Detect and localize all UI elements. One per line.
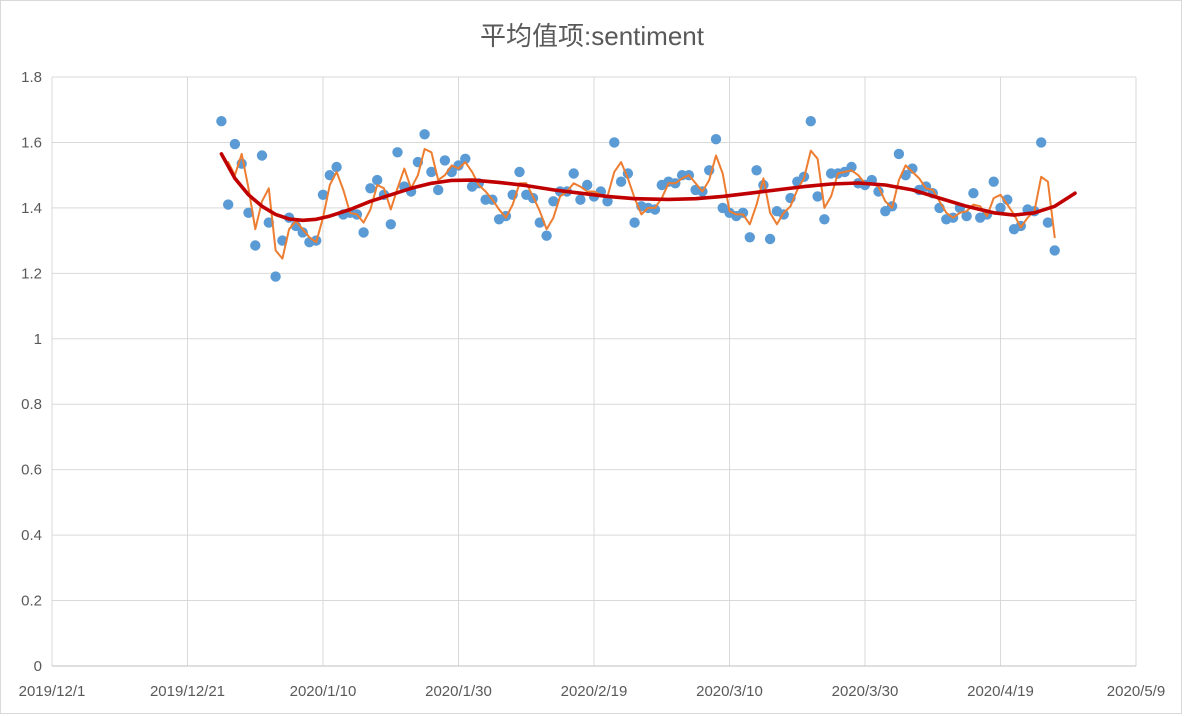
scatter-point (548, 196, 559, 207)
y-tick-label: 0.8 (21, 396, 42, 413)
scatter-point (907, 163, 918, 174)
scatter-point (737, 207, 749, 218)
scatter-point (250, 240, 261, 251)
scatter-point (223, 199, 234, 210)
scatter-point (893, 148, 905, 160)
scatter-point (460, 153, 471, 164)
scatter-point (439, 155, 451, 166)
scatter-point (297, 227, 308, 238)
x-tick-label: 2019/12/1 (19, 683, 86, 700)
y-tick-label: 0.6 (21, 462, 42, 479)
scatter-point (419, 129, 430, 140)
scatter-point (324, 170, 335, 181)
scatter-point (995, 202, 1006, 214)
scatter-point (385, 219, 396, 230)
scatter-point (988, 176, 999, 187)
scatter-point (629, 217, 640, 228)
scatter-point (433, 184, 444, 196)
y-tick-label: 1 (34, 331, 42, 348)
scatter-point (216, 116, 227, 127)
scatter-point (805, 116, 816, 127)
scatter-point (568, 168, 579, 179)
scatter-point (243, 207, 254, 218)
y-tick-label: 1.2 (21, 265, 42, 282)
y-tick-label: 0.4 (21, 527, 42, 544)
y-tick-label: 1.6 (21, 134, 42, 151)
scatter-point (365, 183, 376, 194)
scatter-point (1049, 245, 1060, 256)
scatter-point (229, 138, 241, 150)
chart-title: 平均值项:sentiment (480, 21, 704, 51)
scatter-point (372, 174, 383, 186)
scatter-point (541, 230, 552, 241)
scatter-point (256, 150, 268, 161)
x-tick-label: 2019/12/21 (150, 683, 225, 700)
x-tick-label: 2020/2/19 (561, 683, 628, 700)
x-tick-label: 2020/1/30 (425, 683, 492, 700)
scatter-point (392, 147, 403, 158)
scatter-point (710, 134, 722, 145)
trendline (219, 152, 1077, 223)
x-tick-label: 2020/3/10 (696, 683, 763, 700)
scatter-point (358, 227, 369, 238)
scatter-point (575, 194, 586, 205)
x-tick-label: 2020/5/9 (1107, 683, 1165, 700)
scatter-point (317, 189, 329, 200)
scatter-point (602, 196, 613, 207)
scatter-point (764, 233, 776, 245)
scatter-point (609, 137, 620, 148)
y-tick-label: 0 (34, 658, 42, 675)
scatter-point (1042, 217, 1054, 228)
scatter-point (514, 166, 525, 178)
scatter-point (751, 165, 762, 176)
scatter-point (961, 210, 972, 222)
scatter-point (968, 188, 979, 199)
scatter-point (270, 271, 281, 282)
x-tick-label: 2020/1/10 (290, 683, 357, 700)
scatter-point (1036, 137, 1047, 148)
scatter-point (812, 191, 823, 202)
scatter-point (846, 161, 857, 173)
y-tick-label: 0.2 (21, 593, 42, 610)
scatter-point (649, 204, 661, 215)
moving-average-line (227, 148, 1056, 260)
scatter-point (426, 166, 437, 178)
x-tick-label: 2020/3/30 (832, 683, 899, 700)
scatter-point (582, 179, 593, 191)
y-tick-label: 1.4 (21, 200, 42, 217)
x-tick-label: 2020/4/19 (967, 683, 1034, 700)
y-tick-label: 1.8 (21, 69, 42, 86)
scatter-point (819, 214, 830, 225)
scatter-point (615, 176, 627, 187)
scatter-point (331, 161, 342, 173)
scatter-point (744, 232, 755, 243)
